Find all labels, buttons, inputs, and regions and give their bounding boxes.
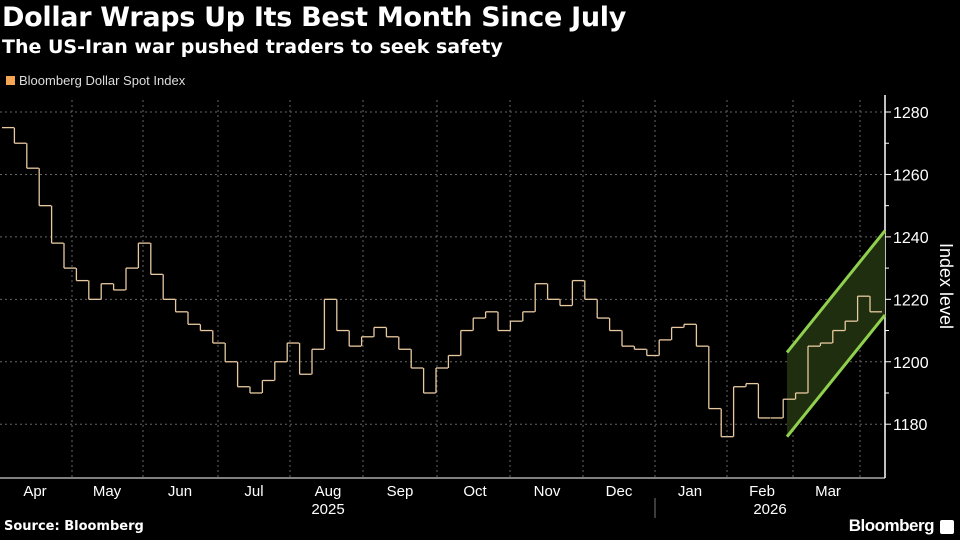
x-tick-label: Jan (678, 483, 702, 500)
channel-lower-line (785, 313, 887, 438)
chart-subtitle: The US-Iran war pushed traders to seek s… (2, 36, 503, 58)
y-tick-label: 1200 (893, 355, 929, 372)
channel-fill (787, 230, 885, 437)
x-tick-label: Oct (463, 483, 487, 500)
y-tick-label: 1260 (893, 167, 929, 184)
chart-title: Dollar Wraps Up Its Best Month Since Jul… (2, 2, 627, 33)
year-label: 2025 (311, 501, 344, 518)
channel-upper-line (785, 229, 887, 354)
x-tick-label: Apr (23, 483, 46, 500)
bloomberg-logo: Bloomberg (848, 516, 935, 535)
x-tick-label: Mar (815, 483, 841, 500)
x-tick-label: Jul (244, 483, 263, 500)
legend-label: Bloomberg Dollar Spot Index (19, 73, 186, 88)
source-note: Source: Bloomberg (4, 519, 144, 534)
y-tick-label: 1220 (893, 292, 929, 309)
year-label: 2026 (753, 501, 786, 518)
y-tick-label: 1240 (893, 230, 929, 247)
legend-swatch (6, 76, 15, 85)
x-tick-label: Nov (534, 483, 561, 500)
legend-item: Bloomberg Dollar Spot Index (6, 73, 185, 88)
x-tick-label: Feb (749, 483, 775, 500)
y-tick-label: 1180 (893, 417, 928, 434)
bloomberg-icon (940, 520, 954, 534)
x-tick-label: Jun (168, 483, 192, 500)
y-axis-label: Index level (936, 243, 956, 329)
y-tick-label: 1280 (893, 105, 929, 122)
x-tick-label: Dec (606, 483, 633, 500)
x-tick-label: Aug (315, 483, 342, 500)
x-tick-label: May (93, 483, 122, 500)
x-tick-label: Sep (387, 483, 414, 500)
